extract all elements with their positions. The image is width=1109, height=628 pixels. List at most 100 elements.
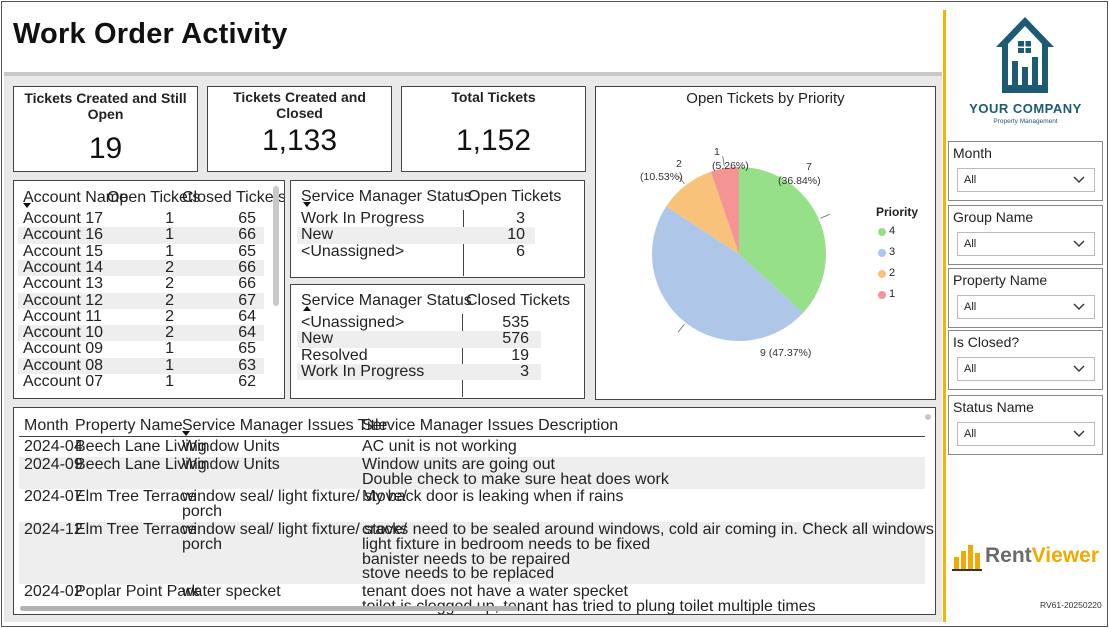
header-divider <box>19 436 925 437</box>
table-row[interactable]: Account 07 1 62 <box>18 374 264 390</box>
column-header-property-name[interactable]: Property Name <box>75 417 183 434</box>
open-tickets-value: 1 <box>165 226 174 244</box>
kpi-value: 19 <box>88 132 123 165</box>
sort-desc-icon[interactable] <box>303 202 311 207</box>
month-cell: 2024-12 <box>24 521 83 538</box>
column-header-open-tickets[interactable]: Open Tickets <box>468 188 562 205</box>
ticket-count: 19 <box>511 346 529 364</box>
account-table[interactable]: Account Name Open Tickets Closed Tickets… <box>13 180 285 399</box>
column-header-status[interactable]: Service Manager Status <box>301 188 472 205</box>
kpi-value: 1,133 <box>261 124 338 157</box>
ticket-count: 3 <box>520 362 529 380</box>
table-row[interactable]: 2024-12 Elm Tree Terrace window seal/ ligh… <box>19 521 934 585</box>
table-row[interactable]: <Unassigned> 6 <box>297 243 535 260</box>
vertical-scrollbar[interactable] <box>273 186 279 306</box>
issues-table[interactable]: Month Property Name Service Manager Issu… <box>13 407 936 615</box>
table-row[interactable]: New 10 <box>297 226 535 244</box>
pie-slice-priority-4[interactable] <box>739 167 826 313</box>
table-row[interactable]: Account 11 2 64 <box>18 307 264 325</box>
chevron-down-icon[interactable] <box>1072 237 1086 251</box>
month-cell: 2024-09 <box>24 455 83 473</box>
slicer-dropdown[interactable]: All <box>957 295 1095 319</box>
table-row[interactable]: Account 09 1 65 <box>18 341 264 357</box>
pie-chart[interactable]: 7(36.84%)9 (47.37%)2(10.53%)1(5.26%) <box>596 87 935 399</box>
closed-tickets-value: 64 <box>238 307 256 325</box>
chevron-down-icon[interactable] <box>1072 173 1086 187</box>
table-row[interactable]: 2024-07 Elm Tree Terrace window seal/ ligh… <box>19 489 925 522</box>
column-header-issue-description[interactable]: Service Manager Issues Description <box>362 417 619 434</box>
issue-description-line: cracks need to be sealed around windows,… <box>362 521 934 538</box>
table-row[interactable]: Account 08 1 63 <box>18 357 264 374</box>
table-row[interactable]: Account 12 2 67 <box>18 291 264 309</box>
account-name: Account 10 <box>23 324 104 342</box>
open-tickets-value: 1 <box>165 340 174 358</box>
closed-tickets-value: 65 <box>238 210 256 227</box>
kpi-card-total[interactable]: Total Tickets 1,152 <box>401 86 586 172</box>
table-row[interactable]: Resolved 19 <box>297 346 541 364</box>
closed-tickets-value: 64 <box>238 324 256 342</box>
table-row[interactable]: Account 14 2 66 <box>18 259 264 277</box>
column-header-account-name[interactable]: Account Name <box>23 189 128 206</box>
table-row[interactable]: Work In Progress 3 <box>297 211 535 227</box>
table-row[interactable]: Account 10 2 64 <box>18 324 264 342</box>
closed-tickets-value: 65 <box>238 242 256 260</box>
kpi-card-open[interactable]: Tickets Created and Still Open 19 <box>13 86 198 172</box>
pie-slice-priority-1[interactable] <box>710 167 739 254</box>
status-name: Work In Progress <box>301 210 425 227</box>
table-row[interactable]: Work In Progress 3 <box>297 362 541 381</box>
priority-chart-card[interactable]: Open Tickets by Priority 7 (36.84%) 9 (47.… <box>595 86 936 400</box>
column-divider <box>462 314 463 397</box>
slicer-dropdown[interactable]: All <box>957 232 1095 256</box>
legend-item[interactable]: 2 <box>878 267 918 281</box>
chevron-down-icon[interactable] <box>1072 427 1086 441</box>
status-name: New <box>301 330 334 348</box>
kpi-card-closed[interactable]: Tickets Created and Closed 1,133 <box>207 86 392 172</box>
legend-item[interactable]: 1 <box>878 288 918 302</box>
pie-slice-priority-2[interactable] <box>666 171 739 254</box>
table-row[interactable]: 2024-09 Beech Lane Living Window Units Wind… <box>19 455 925 490</box>
chevron-down-icon[interactable] <box>1072 362 1086 376</box>
sort-desc-icon[interactable] <box>23 203 31 208</box>
slicer-label: Is Closed? <box>953 334 1020 350</box>
status-closed-table[interactable]: Service Manager Status Closed Tickets <U… <box>290 284 585 399</box>
column-header-open-tickets[interactable]: Open Tickets <box>107 189 201 206</box>
slicer-dropdown[interactable]: All <box>957 357 1095 381</box>
data-label-percent: (5.26%) <box>712 160 749 172</box>
table-row[interactable]: Account 17 1 65 <box>18 211 264 227</box>
legend-item[interactable]: 4 <box>878 225 918 239</box>
column-header-status[interactable]: Service Manager Status <box>301 292 472 309</box>
table-row[interactable]: New 576 <box>297 330 541 348</box>
data-label-value: 1 <box>714 146 720 158</box>
company-name: YOUR COMPANY <box>969 101 1082 116</box>
legend-label: 3 <box>889 246 896 258</box>
slicer-selected-value: All <box>964 238 977 250</box>
slicer-dropdown[interactable]: All <box>957 168 1095 192</box>
pie-slice-priority-3[interactable] <box>652 206 804 341</box>
table-row[interactable]: 2024-02 Poplar Point Park water specket ten… <box>19 584 925 614</box>
status-name: New <box>301 226 334 244</box>
sort-asc-icon[interactable] <box>303 306 311 311</box>
chevron-down-icon[interactable] <box>1072 300 1086 314</box>
column-header-closed-tickets[interactable]: Closed Tickets <box>182 189 285 206</box>
closed-tickets-value: 66 <box>238 275 256 293</box>
column-header-issue-title[interactable]: Service Manager Issues Title <box>182 417 388 434</box>
issue-description-line: My back door is leaking when if rains <box>362 488 624 506</box>
table-row[interactable]: 2024-04 Beech Lane Living Window Units AC u… <box>19 439 925 457</box>
table-row[interactable]: Account 15 1 65 <box>18 242 264 260</box>
column-header-month[interactable]: Month <box>24 417 69 434</box>
scroll-indicator-dot[interactable] <box>925 414 931 420</box>
status-open-table[interactable]: Service Manager Status Open Tickets Work… <box>290 180 585 278</box>
table-row[interactable]: Account 16 1 66 <box>18 226 264 244</box>
table-row[interactable]: Account 13 2 66 <box>18 276 264 292</box>
column-header-closed-tickets[interactable]: Closed Tickets <box>466 292 571 309</box>
legend-item[interactable]: 3 <box>878 246 918 260</box>
sort-desc-icon[interactable] <box>182 431 190 436</box>
slicer-selected-value: All <box>964 301 977 313</box>
account-name: Account 09 <box>23 340 104 358</box>
month-cell: 2024-04 <box>24 438 83 455</box>
slicer-dropdown[interactable]: All <box>957 422 1095 446</box>
closed-tickets-value: 67 <box>238 291 256 309</box>
table-row[interactable]: <Unassigned> 535 <box>297 315 541 331</box>
horizontal-scrollbar[interactable] <box>20 606 518 611</box>
data-label-value: 7 <box>806 161 812 173</box>
